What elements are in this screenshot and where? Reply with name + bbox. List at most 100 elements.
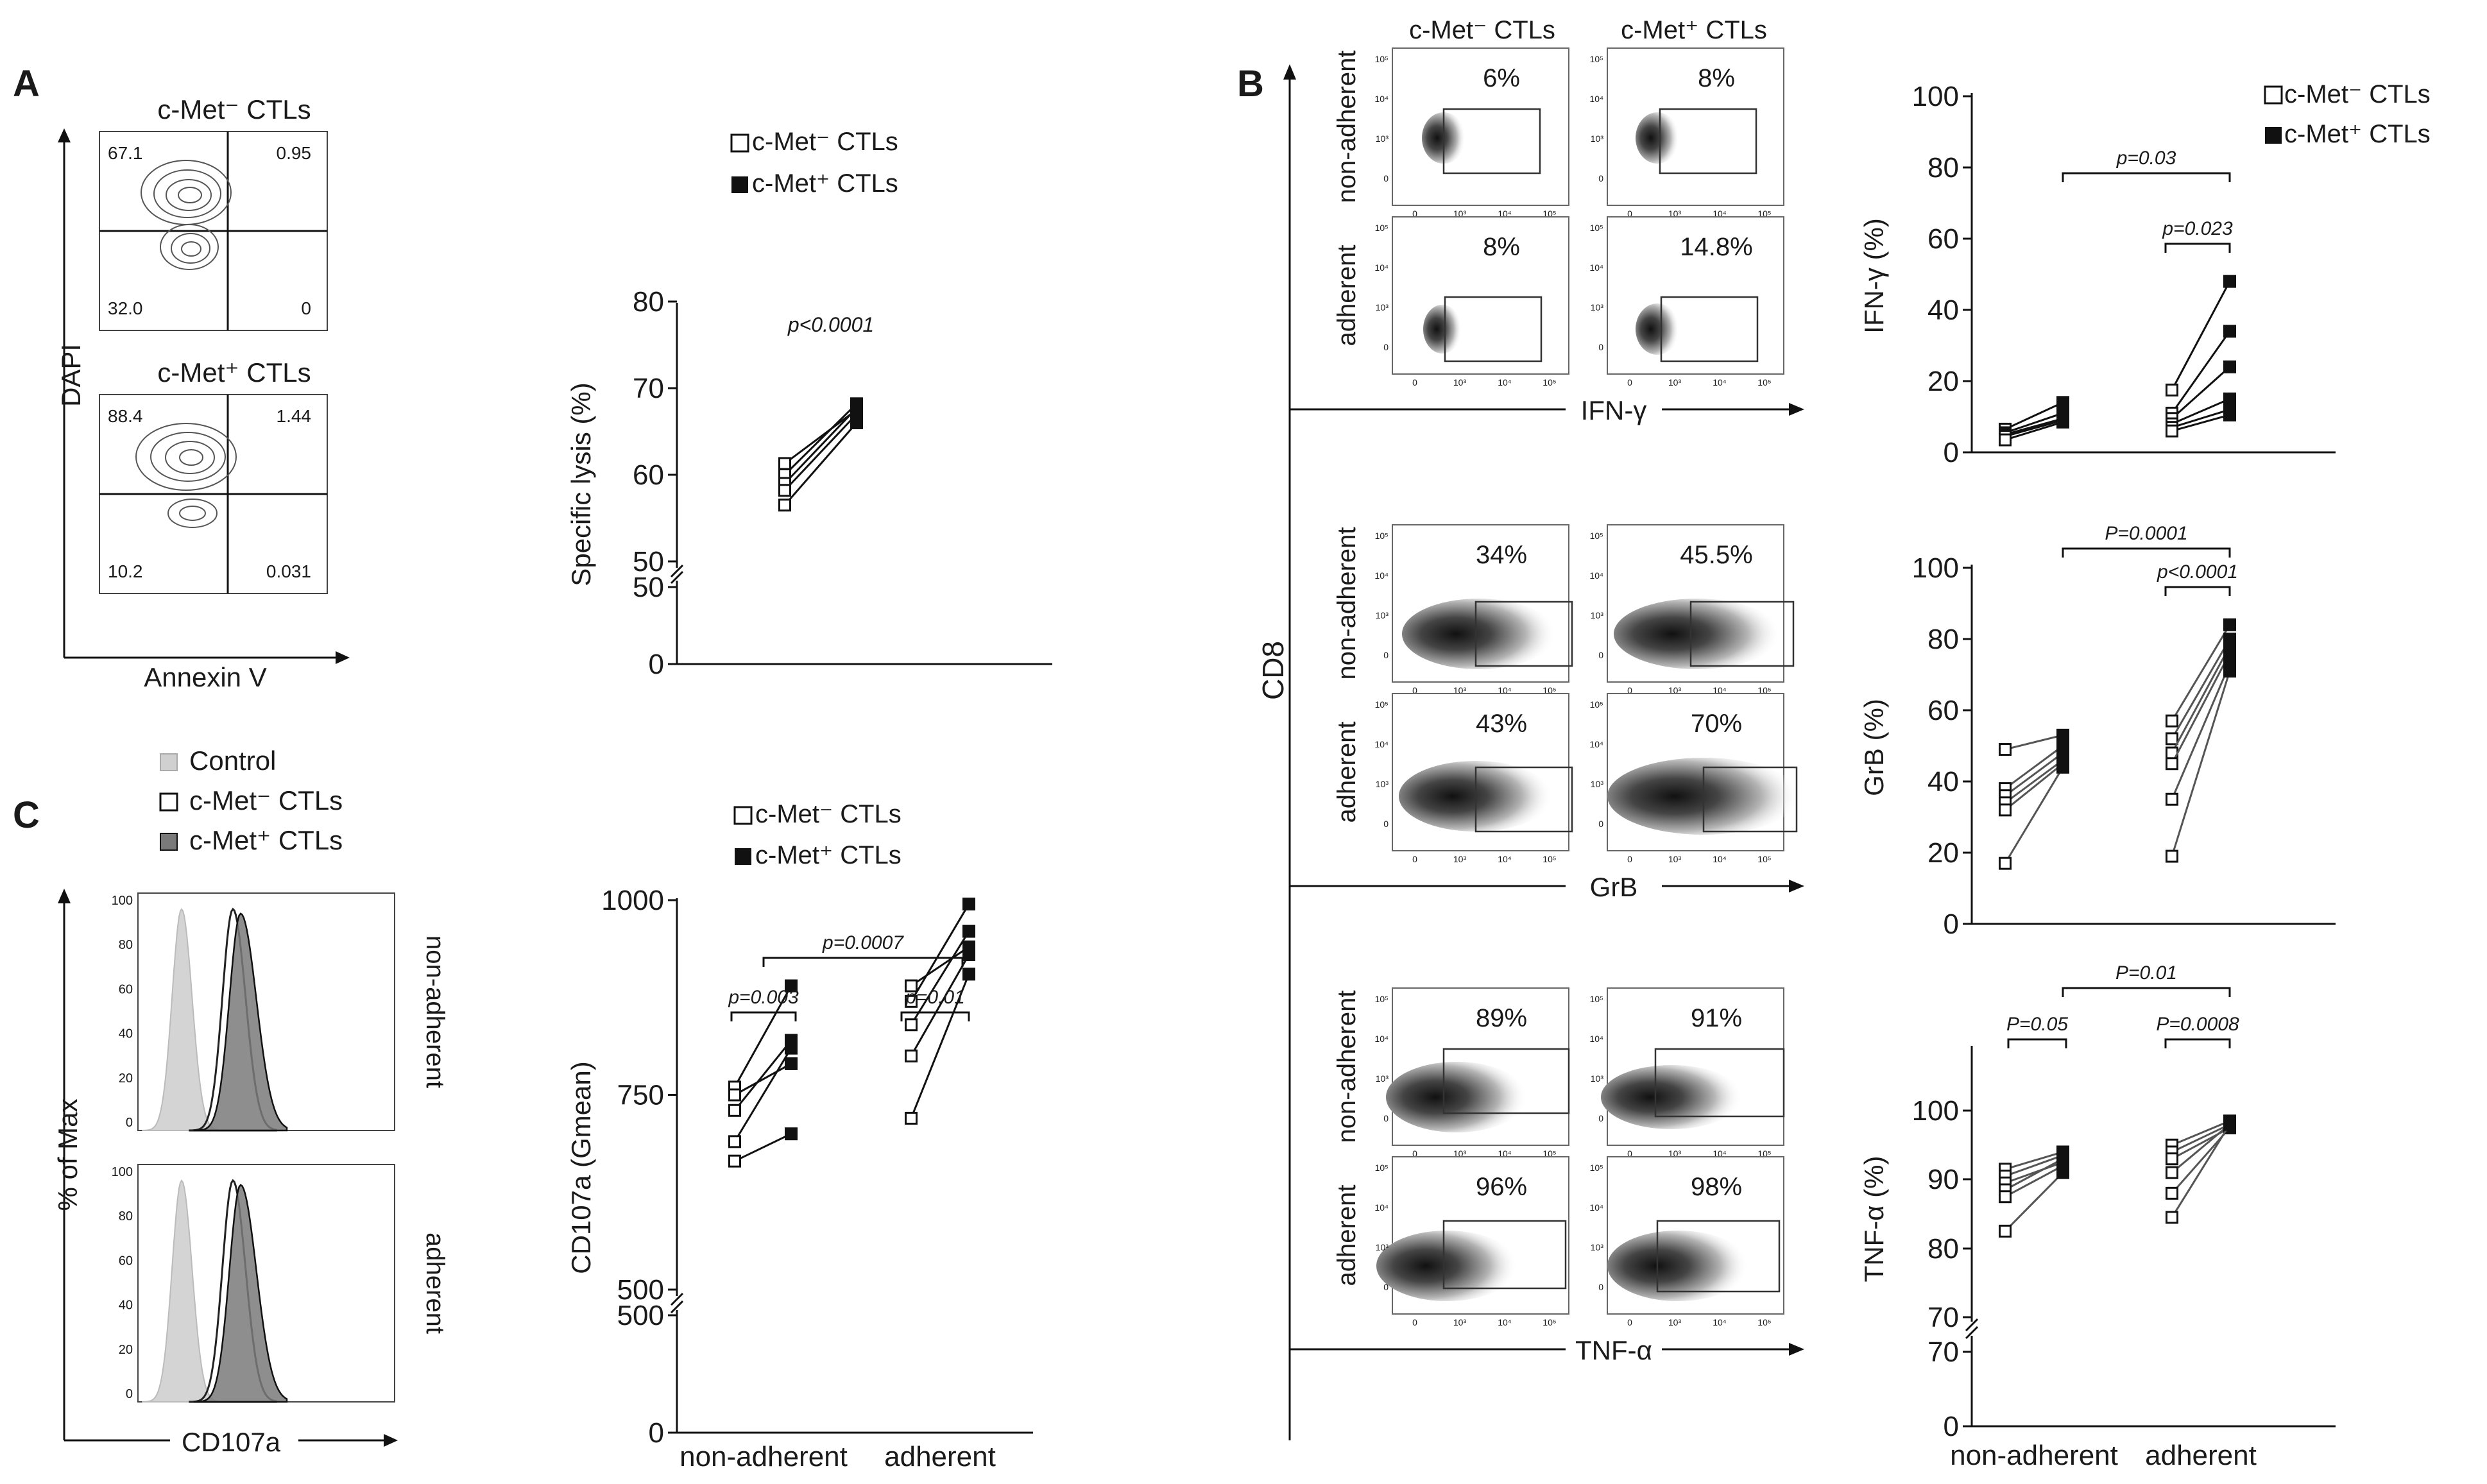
flow-a-q-ul-neg: 67.1 bbox=[108, 143, 143, 163]
flow-b-xtick-1-0-0: 0 bbox=[1412, 685, 1417, 695]
hist-x-arrowhead bbox=[384, 1434, 398, 1447]
flow-b-xtick-1-1-0: 0 bbox=[1627, 685, 1632, 695]
flow-b-xtick-0-2-0: 0 bbox=[1412, 377, 1417, 388]
tnfa-y-0-tick-label: 100 bbox=[1912, 1095, 1959, 1127]
legend-c-neg-swatch bbox=[159, 792, 178, 812]
grb-y-label: GrB (%) bbox=[1859, 699, 1889, 796]
flow-b-ytick-1-3-1: 10⁴ bbox=[1589, 739, 1603, 749]
grb-p-adh-label: p<0.0001 bbox=[2157, 561, 2238, 583]
flow-b-ytick-0-0-1: 10⁴ bbox=[1374, 94, 1389, 104]
flow-a-q-ur-pos: 1.44 bbox=[277, 406, 312, 426]
flow-b-ytick-2-3-2: 10³ bbox=[1591, 1242, 1604, 1252]
tnfa-p-groups-label: P=0.01 bbox=[2115, 962, 2177, 984]
flow-b-ytick-1-1-0: 10⁵ bbox=[1590, 531, 1603, 541]
flow-a-q-lr-pos: 0.031 bbox=[266, 561, 311, 581]
flow-b-ytick-2-3-0: 10⁵ bbox=[1590, 1163, 1603, 1173]
cd107a-p-groups-label: p=0.0007 bbox=[822, 932, 904, 953]
legend-c2-neg-swatch bbox=[733, 806, 753, 825]
legend-b-pos-swatch bbox=[2265, 127, 2282, 144]
flow-b-ytick-1-0-0: 10⁵ bbox=[1375, 531, 1389, 541]
cd107a-1-neg-point-0 bbox=[905, 979, 918, 993]
ifng-p-groups-label: p=0.03 bbox=[2116, 148, 2176, 169]
flow-b-xtick-1-3-2: 10⁴ bbox=[1713, 854, 1727, 864]
tnfa-break-mark-2 bbox=[1965, 1326, 1979, 1340]
panel-a-flow: c-Met⁻ CTLs 67.1 0.95 32.0 0 c-Met⁺ CTLs… bbox=[56, 94, 350, 692]
grb-p-groups-bracket bbox=[2062, 547, 2231, 558]
tnfa-p-adh-bracket bbox=[2164, 1038, 2231, 1048]
lysis-y-5-tick-label: 0 bbox=[649, 649, 664, 680]
flow-b-ytick-2-3-3: 0 bbox=[1598, 1282, 1603, 1292]
cd107a-break-mark-1 bbox=[670, 1292, 684, 1306]
flow-b-xtick-0-3-1: 10³ bbox=[1668, 377, 1682, 388]
grb-0-pair-line-1 bbox=[2004, 745, 2064, 790]
grb-1-pos-point-3 bbox=[2223, 647, 2236, 660]
legend-c-pos-swatch bbox=[160, 833, 178, 851]
lysis-pair-line-0 bbox=[784, 409, 857, 465]
flow-a-x-label: Annexin V bbox=[144, 662, 266, 692]
hist-x-label-bg bbox=[170, 1423, 298, 1459]
grb-y-2-tick-label: 60 bbox=[1927, 695, 1959, 726]
flow-b-ytick-2-0-3: 0 bbox=[1383, 1113, 1389, 1123]
flow-b-ytick-0-2-2: 10³ bbox=[1376, 302, 1389, 312]
grb-0-pair-line-2 bbox=[2004, 752, 2064, 797]
legend-c2-pos-swatch bbox=[735, 848, 751, 865]
ifng-p-adh-label: p=0.023 bbox=[2162, 218, 2233, 239]
flow-b-xtick-0-1-0: 0 bbox=[1627, 209, 1632, 219]
tnfa-1-neg-point-2 bbox=[2166, 1152, 2178, 1166]
flow-b-row-label-1-0: non-adherent bbox=[1333, 527, 1361, 680]
grb-y-4-tick-label: 20 bbox=[1927, 837, 1959, 869]
ifng-0-pos-point-0 bbox=[2056, 396, 2069, 409]
legend-c2: c-Met⁻ CTLs c-Met⁺ CTLs bbox=[733, 800, 902, 869]
hist-pos-0 bbox=[193, 912, 288, 1132]
flow-b-ytick-1-1-1: 10⁴ bbox=[1589, 570, 1603, 581]
flow-b-x-label-bg-0 bbox=[1566, 391, 1662, 427]
grb-0-pair-line-3 bbox=[2004, 759, 2064, 804]
ifng-1-pair-line-3 bbox=[2171, 398, 2230, 425]
flow-a-q-ll-neg: 32.0 bbox=[108, 298, 143, 318]
flow-b-gate-2-3 bbox=[1656, 1220, 1781, 1293]
flow-b-row-label-1-1: adherent bbox=[1333, 722, 1361, 823]
flow-b-row-label-2-1: adherent bbox=[1333, 1185, 1361, 1286]
hist-control-0 bbox=[142, 908, 221, 1131]
flow-a-q-lr-neg: 0 bbox=[301, 298, 311, 318]
ifng-0-pair-line-3 bbox=[2004, 419, 2064, 438]
cd107a-1-pos-point-3 bbox=[962, 948, 975, 961]
flow-b-x-label-2: TNF-α bbox=[1575, 1335, 1652, 1365]
tnfa-x-cat-0: non-adherent bbox=[1950, 1440, 2118, 1471]
cd107a-1-neg-point-2 bbox=[905, 1018, 918, 1032]
tnfa-y-4-tick-label: 70 bbox=[1927, 1336, 1959, 1368]
cd107a-0-pair-line-4 bbox=[734, 1132, 792, 1163]
flow-b-density-2-0 bbox=[1386, 1062, 1527, 1132]
ifng-1-pos-point-0 bbox=[2223, 275, 2236, 288]
tnfa-0-pair-line-3 bbox=[2004, 1157, 2064, 1191]
flow-b-y-label: CD8 bbox=[1256, 641, 1290, 700]
legend-c-control-swatch bbox=[160, 753, 178, 771]
cd107a-1-neg-point-4 bbox=[905, 1111, 918, 1125]
grb-1-neg-point-3 bbox=[2166, 757, 2178, 771]
cd107a-y-4-tick-label: 0 bbox=[649, 1417, 664, 1449]
grb-1-pair-line-1 bbox=[2171, 638, 2231, 740]
grb-1-neg-point-0 bbox=[2166, 714, 2178, 728]
grb-1-pair-line-0 bbox=[2171, 624, 2231, 722]
flow-b-x-label-0: IFN-γ bbox=[1581, 395, 1647, 425]
legend-c2-neg-label: c-Met⁻ CTLs bbox=[755, 800, 902, 828]
flow-b-ytick-1-2-1: 10⁴ bbox=[1374, 739, 1389, 749]
flow-b-gate-1-3 bbox=[1702, 766, 1798, 833]
flow-b-pct-2-1: 91% bbox=[1691, 1004, 1742, 1032]
flow-b-ytick-0-3-0: 10⁵ bbox=[1590, 223, 1603, 233]
flow-b-pct-1-3: 70% bbox=[1691, 710, 1742, 738]
grb-1-pair-line-5 bbox=[2171, 670, 2231, 857]
tnfa-1-neg-point-5 bbox=[2166, 1211, 2178, 1224]
cd107a-1-pos-point-2 bbox=[962, 925, 975, 938]
flow-a-contours-neg bbox=[141, 160, 232, 270]
flow-b-col-title-pos: c-Met⁺ CTLs bbox=[1621, 16, 1767, 44]
flow-b-x-arrowhead-2 bbox=[1789, 1343, 1804, 1356]
grb-1-neg-point-1 bbox=[2166, 732, 2178, 746]
lysis-y-label: Specific lysis (%) bbox=[566, 382, 596, 586]
grb-0-pos-point-0 bbox=[2056, 728, 2069, 742]
flow-a-y-label: DAPI bbox=[56, 344, 86, 407]
flow-b-xtick-2-3-2: 10⁴ bbox=[1713, 1317, 1727, 1327]
